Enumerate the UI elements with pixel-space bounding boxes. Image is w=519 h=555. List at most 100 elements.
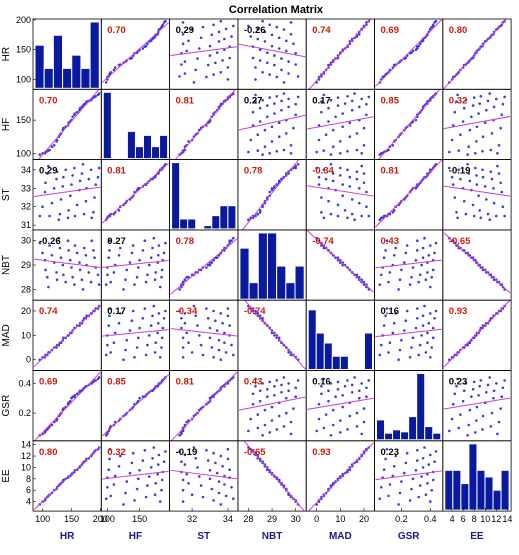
scatter-point — [322, 246, 326, 250]
scatter-point — [125, 480, 129, 483]
scatter-point — [254, 78, 257, 81]
scatter-point — [348, 414, 352, 418]
scatter-point — [208, 44, 212, 48]
scatter-point — [495, 97, 498, 101]
scatter-point — [329, 434, 333, 437]
y-tick-label: 12 — [21, 451, 31, 461]
scatter-point — [44, 181, 47, 185]
scatter-point — [481, 414, 485, 418]
scatter-point — [46, 172, 49, 175]
fit-line — [307, 185, 374, 197]
scatter-point — [394, 246, 398, 250]
scatter-point — [266, 104, 269, 107]
cell-ee-nbt: -0.65 — [237, 440, 307, 512]
scatter-point — [320, 385, 323, 388]
scatter-point — [478, 102, 482, 105]
scatter-point — [192, 304, 196, 308]
y-tick-label: 34 — [21, 165, 31, 175]
scatter-point — [109, 280, 112, 284]
x-tick-label: 0 — [314, 514, 319, 524]
scatter-point — [280, 391, 283, 394]
scatter-point — [133, 283, 136, 286]
scatter-point — [181, 33, 185, 36]
scatter-point — [358, 105, 361, 109]
scatter-point — [217, 480, 221, 483]
scatter-point — [224, 27, 228, 31]
scatter-point — [149, 39, 153, 43]
scatter-point — [183, 321, 187, 325]
scatter-point — [108, 457, 111, 461]
scatter-point — [258, 209, 262, 212]
scatter-point — [180, 63, 183, 66]
scatter-point — [343, 209, 347, 212]
scatter-point — [317, 402, 321, 406]
scatter-point — [339, 140, 342, 143]
scatter-point — [208, 326, 212, 330]
scatter-point — [185, 331, 188, 335]
scatter-point — [107, 256, 110, 260]
scatter-point — [462, 199, 466, 203]
scatter-point — [320, 211, 323, 214]
fit-line — [375, 470, 442, 481]
scatter-point — [420, 475, 423, 478]
scatter-point — [339, 419, 342, 422]
scatter-point — [143, 449, 147, 452]
scatter-point — [416, 317, 419, 320]
fit-line — [101, 162, 169, 224]
x-tick-label: 0.4 — [424, 514, 437, 524]
scatter-point — [247, 218, 250, 221]
scatter-point — [185, 472, 188, 476]
scatter-point — [348, 135, 352, 138]
scatter-point — [212, 451, 215, 455]
scatter-point — [431, 336, 435, 340]
scatter-point — [46, 275, 49, 279]
scatter-point — [181, 346, 185, 349]
histogram-bar — [476, 469, 486, 511]
scatter-point — [429, 500, 432, 503]
scatter-point — [382, 468, 386, 472]
correlation-label: 0.78 — [244, 166, 263, 177]
cell-mad-mad — [305, 299, 375, 371]
scatter-point — [192, 446, 196, 449]
y-tick-label: 31 — [21, 220, 31, 230]
scatter-point — [355, 170, 359, 173]
fit-line — [241, 159, 300, 230]
scatter-point — [162, 460, 166, 464]
scatter-point — [190, 28, 194, 31]
scatter-point — [280, 57, 283, 60]
scatter-point — [322, 168, 326, 172]
scatter-point — [160, 336, 164, 340]
scatter-point — [418, 484, 422, 487]
scatter-point — [219, 19, 223, 23]
cell-hr-ee: 0.80 — [442, 18, 512, 90]
fit-line — [243, 440, 306, 512]
scatter-point — [268, 23, 272, 27]
scatter-point — [421, 39, 425, 43]
scatter-point — [481, 175, 485, 179]
scatter-point — [282, 92, 286, 95]
x-tick-label: 200 — [93, 514, 108, 524]
scatter-point — [133, 499, 136, 502]
correlation-label: 0.16 — [381, 306, 400, 317]
scatter-point — [154, 271, 157, 274]
scatter-point — [451, 402, 455, 406]
y-tick-label: 20 — [21, 306, 31, 316]
scatter-point — [421, 314, 425, 318]
x-tick-label: 29 — [267, 514, 277, 524]
scatter-point — [149, 256, 153, 260]
scatter-point — [219, 358, 223, 362]
scatter-point — [426, 271, 429, 274]
y-tick-label: 0.4 — [18, 378, 31, 388]
cell-ee-gsr: 0.23 — [374, 440, 444, 512]
scatter-point — [106, 273, 109, 277]
scatter-point — [206, 459, 210, 462]
cell-hr-nbt: -0.26 — [237, 18, 307, 90]
correlation-label: -0.26 — [244, 25, 266, 36]
correlation-label: 0.74 — [39, 306, 58, 317]
scatter-point — [268, 96, 272, 99]
histogram-bar — [294, 265, 305, 300]
y-tick-label: 30 — [21, 236, 31, 246]
scatter-point — [141, 249, 145, 252]
scatter-point — [398, 278, 402, 282]
